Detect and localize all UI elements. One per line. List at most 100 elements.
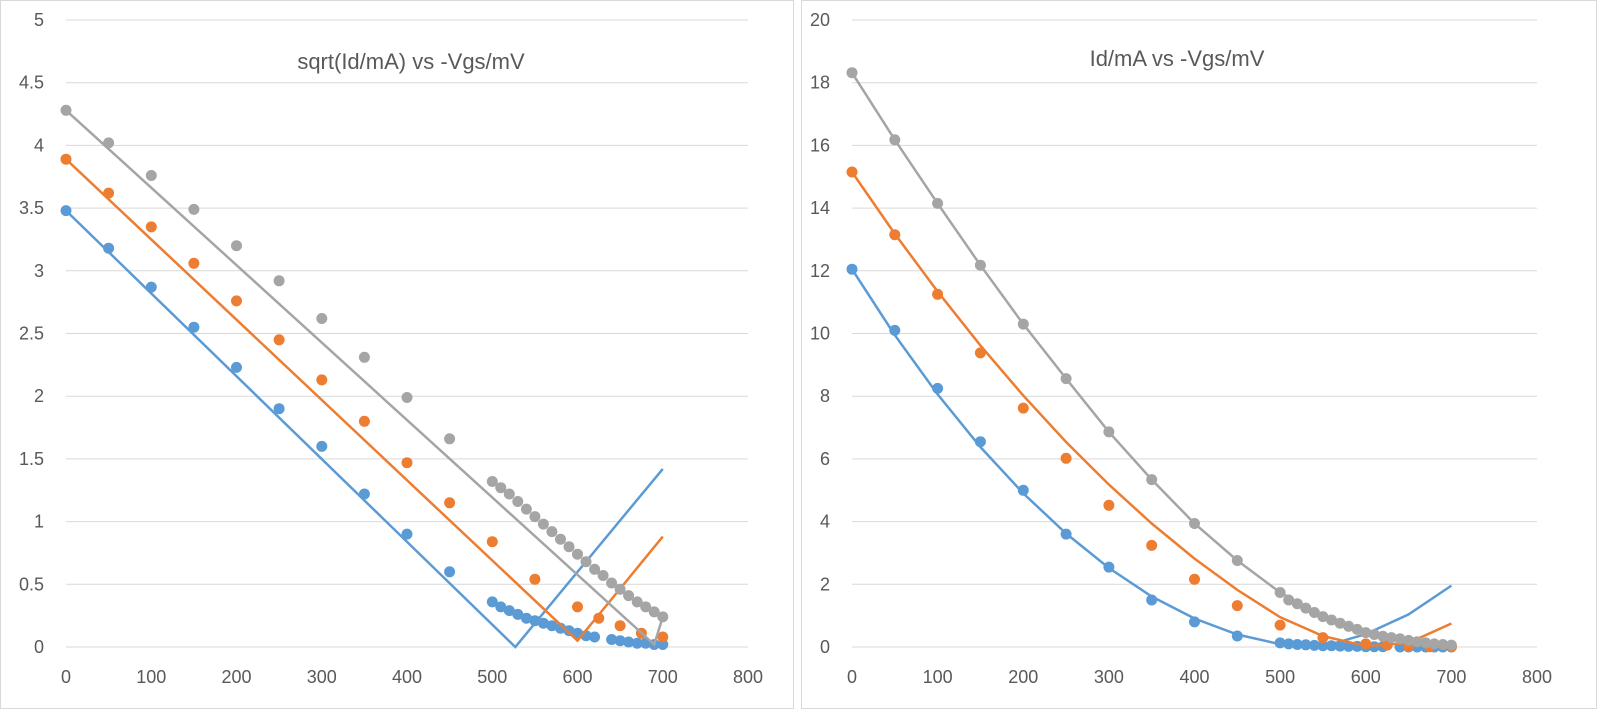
series-3-point: [1403, 634, 1415, 646]
series-2-point: [231, 295, 242, 307]
series-1-point: [495, 601, 507, 613]
series-3-fit-line: [65, 109, 664, 647]
series-3-point: [572, 548, 583, 560]
chart-panel-left: 0 0.5 1 1.5 2 2.5 3 3.5 4 4.5 5 0 100 200 300 400 500 600…: [0, 0, 794, 709]
y-tick-label: 1.5: [19, 449, 44, 469]
series-2-point: [932, 288, 944, 300]
series-1-point: [1326, 640, 1337, 652]
y-tick-label: 14: [810, 198, 830, 218]
series-1-point: [1334, 640, 1346, 652]
series-3-point: [444, 433, 456, 445]
series-1-point: [614, 635, 626, 647]
series-3-point: [231, 240, 242, 252]
series-3-point: [597, 570, 609, 581]
series-1-point: [631, 637, 643, 649]
series-1-point: [145, 281, 157, 293]
series-1-point: [231, 361, 242, 373]
series-3-point: [1385, 632, 1397, 644]
series-3-point: [1317, 611, 1329, 623]
chart-sqrt-id-vs-vgs: 0 0.5 1 1.5 2 2.5 3 3.5 4 4.5 5 0 100 200 300 400 500 600…: [19, 10, 763, 687]
series-1-point: [1283, 638, 1295, 650]
y-tick-label: 5: [34, 10, 44, 30]
x-tick-label: 800: [733, 667, 763, 687]
series-1-point: [1317, 640, 1329, 652]
x-tick-label: 300: [1094, 667, 1124, 687]
series-3-point: [145, 170, 157, 181]
series-3-point: [273, 275, 285, 287]
series-2-point: [1146, 539, 1158, 551]
series-3-point: [60, 104, 72, 116]
series-3-point: [932, 197, 944, 209]
series-2-point: [273, 334, 285, 346]
series-2-point: [60, 153, 72, 165]
x-tick-label: 400: [392, 667, 422, 687]
series-3-point: [529, 511, 541, 523]
y-tick-label: 4: [34, 135, 44, 155]
series-2-point: [1060, 452, 1072, 464]
series-2-point: [358, 415, 370, 427]
series-3-point: [503, 488, 515, 500]
series-2-point: [401, 457, 413, 469]
series-1-point: [188, 321, 200, 333]
x-tick-label: 700: [1436, 667, 1466, 687]
series-3-point: [889, 134, 901, 146]
series-2-point: [657, 631, 669, 643]
series-1-point: [974, 436, 986, 448]
series-1-point: [512, 608, 524, 620]
series-2-point: [486, 536, 498, 548]
series-3-point: [103, 137, 115, 149]
series-1-fit-line: [850, 268, 1453, 648]
chart-panel-right: 0 2 4 6 8 10 12 14 16 18 20 0 100 200 300 400 500 600 700 8…: [801, 0, 1597, 709]
series-2-point: [529, 573, 541, 585]
y-tick-label: 8: [820, 386, 830, 406]
series-2-point: [1360, 638, 1372, 650]
series-1-point: [486, 596, 498, 608]
x-tick-label: 300: [307, 667, 337, 687]
x-tick-label: 100: [136, 667, 166, 687]
y-tick-label: 12: [810, 261, 830, 281]
series-3-point: [1445, 639, 1457, 651]
series-3-point: [316, 313, 328, 324]
series-3-point: [401, 392, 413, 403]
x-tick-label: 100: [923, 667, 953, 687]
series-3-point: [1103, 426, 1115, 438]
series-3-point: [657, 611, 669, 623]
series-3-point: [1283, 594, 1295, 606]
series-3-point: [563, 541, 575, 553]
x-tick-label: 800: [1522, 667, 1552, 687]
series-1-point: [537, 617, 549, 629]
y-tick-label: 18: [810, 73, 830, 93]
series-2-point: [145, 221, 157, 233]
series-1-point: [520, 612, 532, 624]
series-3-point: [486, 476, 498, 487]
x-tick-label: 500: [477, 667, 507, 687]
series-2-point: [444, 497, 456, 509]
series-2-fit-line: [850, 171, 1452, 648]
series-3-point: [512, 496, 524, 507]
series-3-point: [1300, 602, 1312, 614]
series-1-point: [623, 636, 635, 648]
series-3-point: [358, 351, 370, 363]
y-tick-label: 4.5: [19, 73, 44, 93]
x-tick-label: 200: [1008, 667, 1038, 687]
series-2-point: [572, 601, 583, 613]
chart-title: sqrt(Id/mA) vs -Vgs/mV: [297, 49, 525, 74]
series-2-point: [1317, 632, 1329, 644]
series-2-point: [846, 166, 858, 178]
series-1-point: [103, 242, 115, 254]
series-1-point: [1146, 594, 1158, 606]
series-3-point: [623, 590, 635, 602]
y-tick-label: 0: [820, 637, 830, 657]
x-tick-label: 200: [221, 667, 251, 687]
chart-title: Id/mA vs -Vgs/mV: [1090, 46, 1265, 71]
series-3-point: [546, 526, 558, 538]
series-3-point: [520, 503, 532, 515]
series-1-point: [1274, 637, 1286, 649]
series-3-point: [1017, 318, 1029, 330]
series-3-point: [580, 556, 592, 568]
series-3-point: [1360, 627, 1372, 639]
series-1-point: [1060, 528, 1072, 540]
series-3-point: [1428, 638, 1440, 650]
x-tick-label: 400: [1179, 667, 1209, 687]
